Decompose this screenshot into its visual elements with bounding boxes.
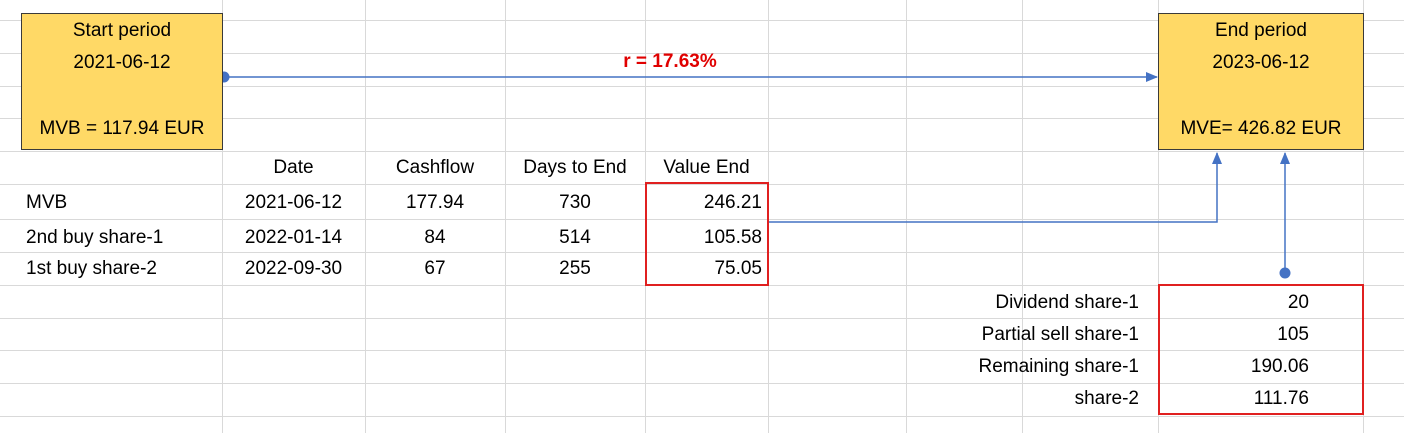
end-period-box: End period 2023-06-12 MVE= 426.82 EUR (1158, 13, 1364, 150)
column-divider (222, 0, 223, 433)
header-value-end: Value End (663, 157, 750, 178)
header-days-to-end: Days to End (523, 157, 627, 178)
header-date: Date (273, 157, 314, 178)
column-divider (1022, 0, 1023, 433)
end-item-value: 111.76 (1253, 388, 1309, 409)
row-days: 514 (559, 227, 591, 248)
end-items-dot (1279, 267, 1291, 279)
row-days: 255 (559, 258, 591, 279)
row-cashflow: 177.94 (405, 192, 465, 213)
column-divider (1363, 0, 1364, 433)
end-period-date: 2023-06-12 (1212, 52, 1310, 73)
row-date: 2021-06-12 (244, 192, 343, 213)
row-divider (0, 20, 1404, 21)
end-item-value: 190.06 (1250, 356, 1309, 377)
start-period-label: Start period (72, 20, 172, 41)
row-divider (0, 53, 1404, 54)
row-label: 2nd buy share-1 (26, 227, 164, 248)
row-days: 730 (559, 192, 591, 213)
column-divider (365, 0, 366, 433)
end-item-label: Remaining share-1 (978, 356, 1139, 377)
start-period-box: Start period 2021-06-12 MVB = 117.94 EUR (21, 13, 223, 150)
row-date: 2022-01-14 (244, 227, 343, 248)
header-cashflow: Cashflow (395, 157, 475, 178)
row-cashflow: 84 (424, 227, 446, 248)
row-divider (0, 151, 1404, 152)
rate-of-return: r = 17.63% (623, 51, 717, 72)
end-item-value: 20 (1287, 292, 1309, 313)
row-value-end: 105.58 (703, 227, 762, 248)
row-cashflow: 67 (424, 258, 446, 279)
end-period-label: End period (1215, 20, 1307, 41)
column-divider (1158, 0, 1159, 433)
column-divider (505, 0, 506, 433)
row-divider (0, 416, 1404, 417)
end-market-value: MVE= 426.82 EUR (1180, 118, 1342, 139)
row-divider (0, 318, 1404, 319)
row-label: 1st buy share-2 (26, 258, 157, 279)
row-divider (0, 383, 1404, 384)
end-items-highlight (1158, 284, 1364, 415)
row-label: MVB (26, 192, 68, 213)
row-date: 2022-09-30 (244, 258, 343, 279)
row-divider (0, 86, 1404, 87)
value-end-connector (768, 152, 1222, 223)
row-divider (0, 184, 1404, 185)
end-item-label: Partial sell share-1 (981, 324, 1139, 345)
row-value-end: 75.05 (714, 258, 762, 279)
row-divider (0, 252, 1404, 253)
row-divider (0, 350, 1404, 351)
value-end-highlight (645, 182, 769, 286)
end-item-value: 105 (1277, 324, 1309, 345)
start-period-date: 2021-06-12 (73, 52, 171, 73)
end-item-label: Dividend share-1 (995, 292, 1139, 313)
start-market-value: MVB = 117.94 EUR (39, 118, 205, 139)
row-value-end: 246.21 (703, 192, 762, 213)
row-divider (0, 219, 1404, 220)
column-divider (906, 0, 907, 433)
row-divider (0, 118, 1404, 119)
end-item-label: share-2 (1074, 388, 1139, 409)
